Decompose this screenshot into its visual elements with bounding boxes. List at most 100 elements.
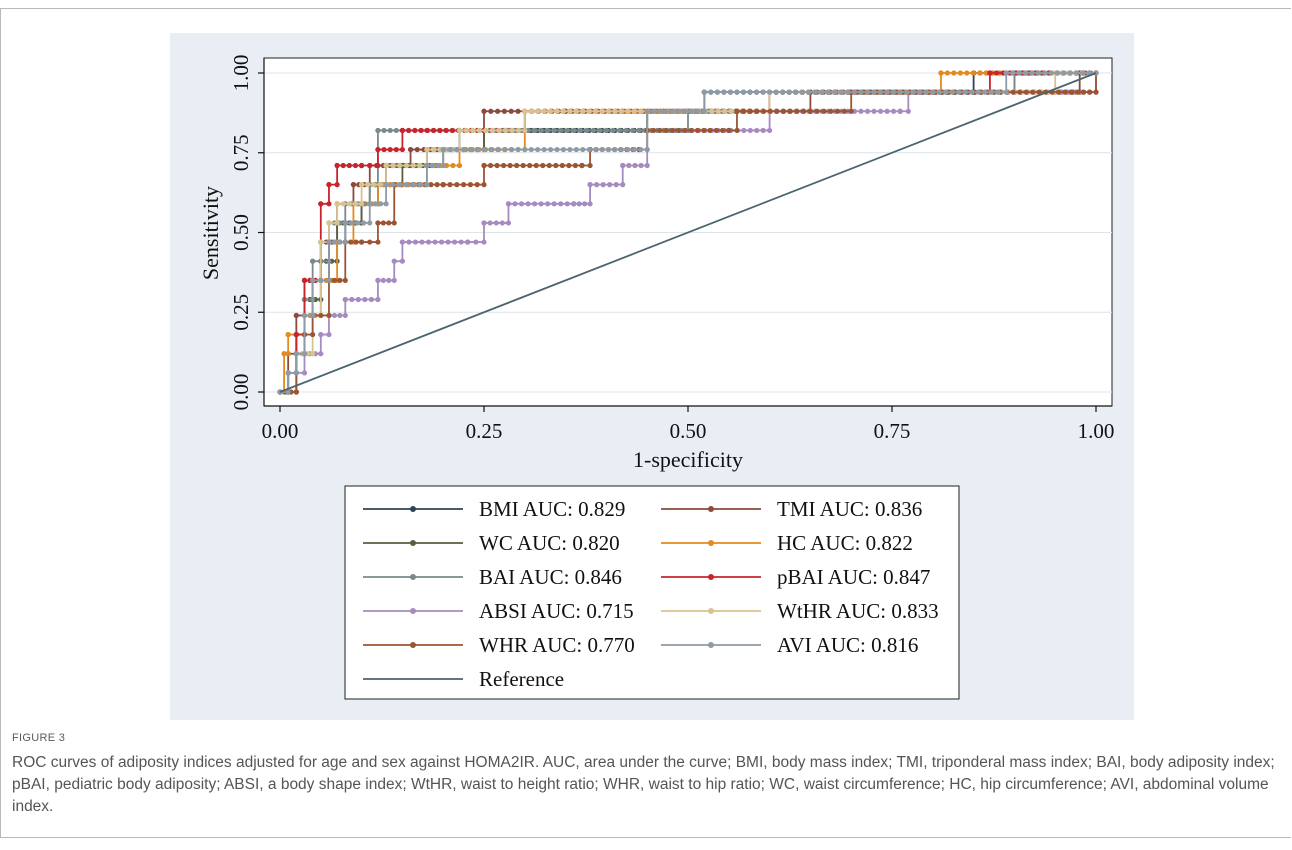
data-point — [399, 258, 405, 264]
data-point — [391, 277, 397, 283]
data-point — [734, 108, 740, 114]
data-point — [440, 162, 446, 169]
data-point — [375, 239, 381, 245]
data-point — [620, 182, 626, 188]
data-point — [877, 89, 884, 95]
data-point — [432, 239, 438, 245]
data-point — [631, 146, 637, 153]
data-point — [507, 162, 513, 169]
data-point — [540, 162, 546, 169]
data-point — [318, 351, 324, 357]
data-point — [1068, 89, 1075, 95]
data-point — [917, 89, 923, 95]
y-tick-label: 0.75 — [229, 134, 253, 171]
data-point — [675, 127, 682, 134]
data-point — [701, 89, 707, 95]
data-point — [576, 201, 582, 207]
data-point — [760, 127, 766, 134]
y-tick-label: 0.00 — [229, 374, 253, 411]
data-point — [814, 108, 820, 114]
data-point — [620, 162, 626, 169]
legend-item: WtHR AUC: 0.833 — [661, 599, 939, 623]
data-point — [713, 127, 719, 134]
data-point — [281, 351, 287, 357]
data-point — [1054, 70, 1061, 76]
axis-layer: 0.00 0.25 0.50 0.75 1.00 0.00 0.25 0.50 0.75 1.00 — [229, 55, 1114, 443]
data-point — [509, 127, 515, 134]
data-point — [301, 370, 308, 376]
data-point — [644, 146, 650, 153]
data-point — [505, 220, 512, 226]
data-point — [970, 70, 976, 76]
x-tick-label: 0.00 — [262, 419, 299, 443]
data-point — [688, 127, 694, 134]
data-point — [488, 108, 494, 114]
data-point — [527, 162, 533, 169]
data-point — [558, 127, 564, 134]
data-point — [623, 127, 629, 134]
data-point — [495, 146, 501, 153]
data-point — [938, 70, 944, 76]
data-point — [884, 108, 890, 114]
data-point — [638, 108, 644, 114]
data-point — [443, 127, 449, 134]
data-point — [493, 220, 499, 226]
data-point — [340, 162, 346, 169]
data-point — [355, 296, 361, 303]
data-point — [361, 220, 367, 226]
data-point — [626, 162, 632, 169]
data-point — [383, 162, 389, 169]
data-point — [375, 146, 381, 153]
data-point — [393, 146, 399, 153]
data-point — [582, 201, 588, 207]
data-point — [1036, 89, 1042, 95]
data-point — [383, 182, 389, 188]
x-axis-title: 1-specificity — [633, 447, 743, 472]
data-point — [342, 220, 348, 226]
data-point — [450, 162, 456, 169]
data-point — [644, 108, 650, 114]
data-point — [786, 89, 792, 95]
data-point — [560, 108, 567, 114]
data-point — [386, 277, 392, 283]
data-point — [367, 239, 373, 245]
data-point — [326, 201, 332, 207]
data-point — [494, 162, 500, 169]
legend-marker — [708, 540, 714, 546]
data-point — [545, 127, 551, 134]
data-point — [372, 201, 378, 207]
data-point — [845, 89, 851, 95]
data-point — [391, 258, 397, 264]
data-point — [560, 146, 567, 153]
data-point — [489, 127, 495, 134]
data-point — [572, 162, 578, 169]
data-point — [508, 108, 514, 114]
legend-marker — [410, 642, 416, 648]
data-point — [923, 89, 929, 95]
data-point — [957, 70, 963, 76]
data-point — [397, 182, 403, 188]
data-point — [334, 182, 340, 188]
data-point — [362, 296, 368, 303]
data-point — [467, 146, 473, 153]
data-point — [380, 220, 386, 226]
series-layer — [277, 70, 1099, 395]
data-point — [780, 89, 786, 95]
data-point — [406, 239, 412, 245]
data-point — [891, 108, 897, 114]
data-point — [501, 146, 507, 153]
x-tick-label: 1.00 — [1078, 419, 1115, 443]
data-point — [454, 146, 460, 153]
x-tick-label: 0.25 — [466, 419, 503, 443]
data-point — [564, 127, 570, 134]
series-reference — [279, 72, 1097, 393]
data-point — [473, 239, 479, 245]
y-tick-label: 1.00 — [229, 55, 253, 92]
data-point — [367, 220, 373, 226]
data-point — [353, 239, 359, 245]
legend-item: BAI AUC: 0.846 — [363, 565, 622, 589]
x-tick-label: 0.50 — [670, 419, 707, 443]
data-point — [579, 162, 585, 169]
data-point — [988, 89, 995, 95]
